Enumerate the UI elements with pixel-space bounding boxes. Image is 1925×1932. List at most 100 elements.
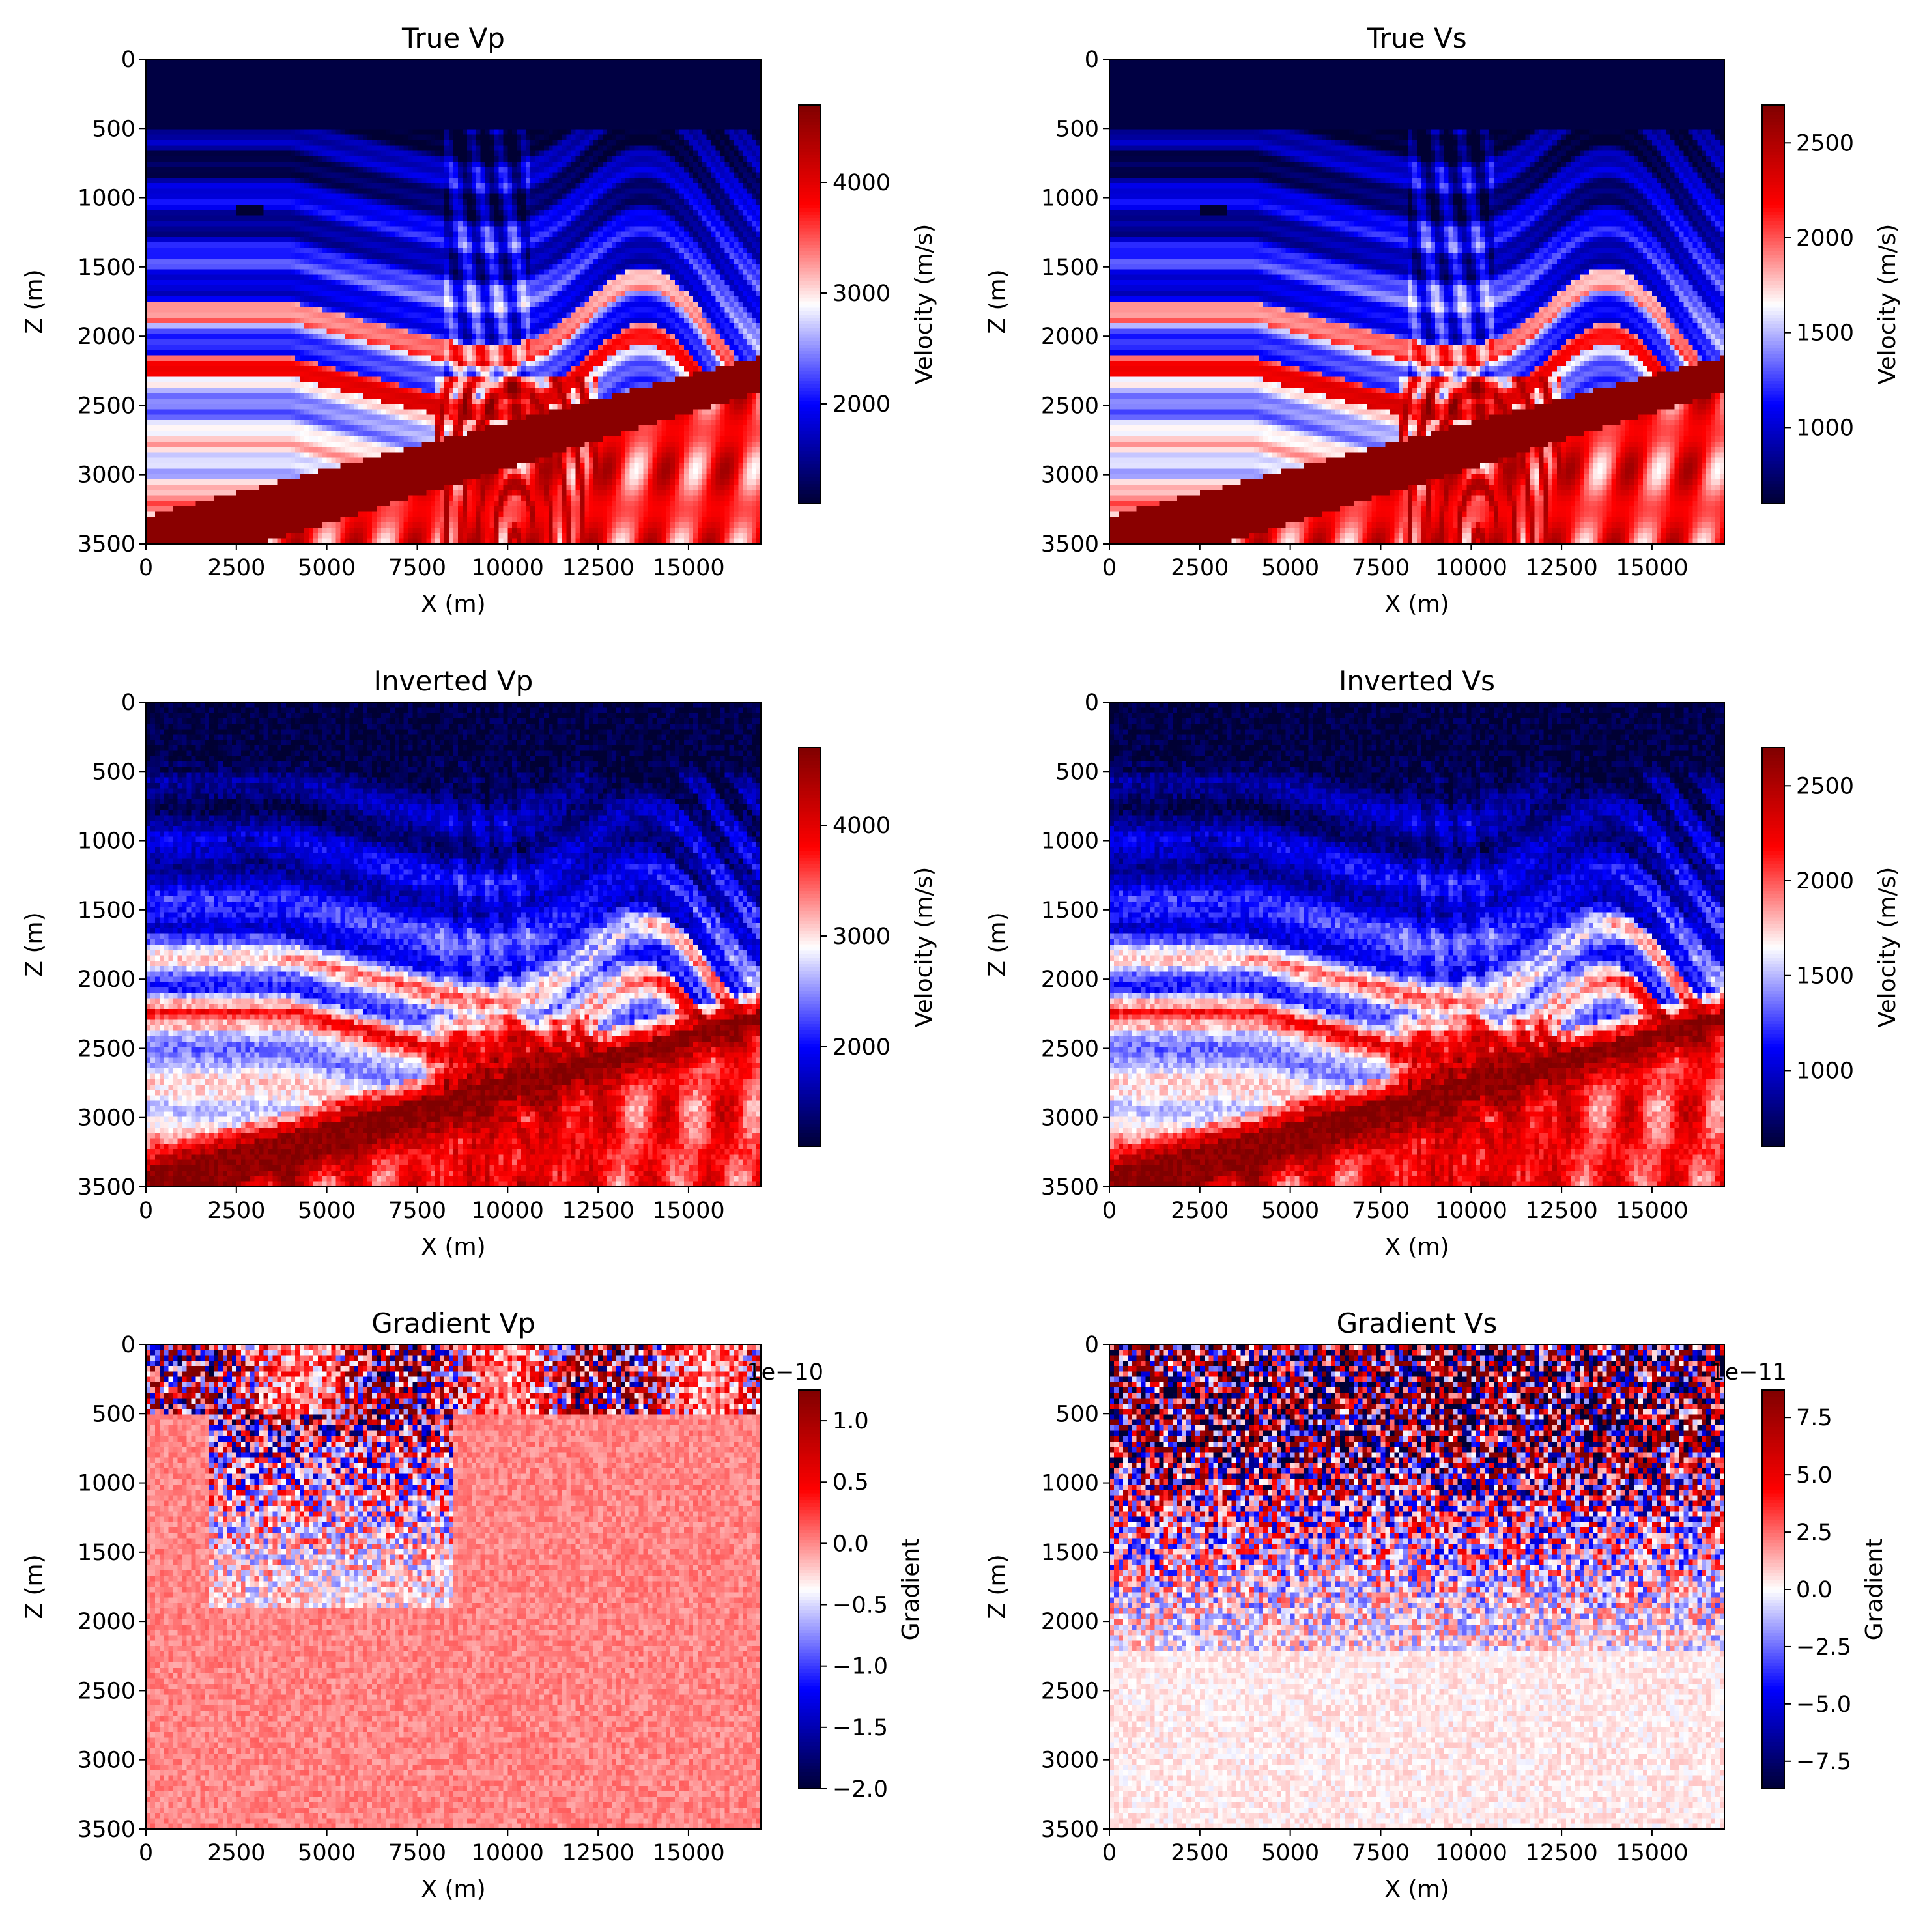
x-axis-label: X (m) xyxy=(1384,1234,1449,1260)
x-tick-label: 10000 xyxy=(1435,555,1507,581)
colorbar-tick-label: 1000 xyxy=(1796,415,1854,441)
colorbar-offset-text: 1e−10 xyxy=(747,1359,823,1385)
x-axis-label: X (m) xyxy=(421,591,485,618)
y-tick-label: 1500 xyxy=(78,898,135,924)
y-tick-label: 0 xyxy=(1085,690,1099,716)
x-tick-label: 0 xyxy=(1102,1840,1117,1866)
colorbar-tick-label: −1.0 xyxy=(833,1654,888,1680)
x-tick-label: 0 xyxy=(139,555,153,581)
panel-2: Inverted Vp0 2500 5000 7500 10000 12500 15000X… xyxy=(21,665,937,1260)
colorbar-label: Gradient xyxy=(898,1539,924,1641)
colorbar-tick-label: 2500 xyxy=(1796,773,1854,799)
x-tick-label: 12500 xyxy=(562,1840,634,1866)
y-tick-label: 0 xyxy=(121,47,135,73)
colorbar-tick-label: −5.0 xyxy=(1796,1692,1851,1718)
x-tick-label: 5000 xyxy=(1261,1840,1319,1866)
y-axis-label: Z (m) xyxy=(21,912,48,976)
heatmap-image xyxy=(1109,702,1725,1187)
heatmap-image xyxy=(146,702,762,1187)
y-tick-label: 2000 xyxy=(1041,967,1099,993)
panel-title: Gradient Vs xyxy=(1337,1307,1498,1339)
x-axis-label: X (m) xyxy=(421,1234,485,1260)
x-tick-label: 10000 xyxy=(472,1198,544,1224)
y-tick-label: 2500 xyxy=(78,1678,135,1704)
x-tick-label: 15000 xyxy=(1616,1840,1688,1866)
x-tick-label: 2500 xyxy=(1171,1198,1229,1224)
x-tick-label: 10000 xyxy=(472,1840,544,1866)
y-tick-label: 1500 xyxy=(1041,255,1099,281)
x-tick-label: 10000 xyxy=(1435,1198,1507,1224)
x-tick-label: 2500 xyxy=(207,1840,265,1866)
colorbar-tick-label: 0.0 xyxy=(1796,1577,1832,1603)
colorbar-label: Velocity (m/s) xyxy=(1874,224,1901,385)
colorbar-tick-label: 4000 xyxy=(833,170,891,196)
colorbar-tick-label: 2000 xyxy=(1796,868,1854,894)
x-tick-label: 7500 xyxy=(388,1198,446,1224)
x-tick-label: 0 xyxy=(1102,555,1117,581)
colorbar-tick-label: 2.5 xyxy=(1796,1520,1832,1546)
colorbar-tick-label: 4000 xyxy=(833,813,891,839)
colorbar-tick-label: 1.0 xyxy=(833,1408,869,1434)
y-tick-label: 500 xyxy=(1055,759,1099,785)
panel-title: Gradient Vp xyxy=(371,1307,535,1339)
x-tick-label: 2500 xyxy=(1171,1840,1229,1866)
y-tick-label: 3000 xyxy=(78,1748,135,1774)
y-tick-label: 1500 xyxy=(78,255,135,281)
x-tick-label: 7500 xyxy=(388,1840,446,1866)
colorbar-tick-label: −2.0 xyxy=(833,1776,888,1802)
colorbar-tick-label: 3000 xyxy=(833,281,891,307)
x-tick-label: 7500 xyxy=(1352,1198,1410,1224)
x-tick-label: 15000 xyxy=(1616,555,1688,581)
y-tick-label: 2000 xyxy=(78,324,135,350)
x-tick-label: 5000 xyxy=(1261,1198,1319,1224)
x-axis-label: X (m) xyxy=(1384,591,1449,618)
y-tick-label: 1500 xyxy=(1041,1540,1099,1566)
y-tick-label: 2000 xyxy=(1041,324,1099,350)
colorbar-tick-label: 0.0 xyxy=(833,1531,869,1557)
y-tick-label: 3000 xyxy=(1041,1105,1099,1131)
x-axis-label: X (m) xyxy=(1384,1876,1449,1903)
y-tick-label: 3000 xyxy=(1041,462,1099,489)
y-axis-label: Z (m) xyxy=(984,912,1011,976)
x-tick-label: 12500 xyxy=(1525,1198,1597,1224)
panel-title: Inverted Vs xyxy=(1339,665,1495,697)
panel-4: Gradient Vp0 2500 5000 7500 10000 12500 15000X… xyxy=(21,1307,924,1903)
x-tick-label: 15000 xyxy=(652,1840,724,1866)
y-tick-label: 3500 xyxy=(78,532,135,558)
heatmap-image xyxy=(1109,1344,1725,1830)
y-tick-label: 2500 xyxy=(78,393,135,419)
y-axis-label: Z (m) xyxy=(984,269,1011,334)
colorbar-tick-label: 5.0 xyxy=(1796,1462,1832,1488)
colorbar xyxy=(1762,748,1784,1147)
colorbar-tick-label: −2.5 xyxy=(1796,1634,1851,1660)
colorbar-offset-text: 1e−11 xyxy=(1710,1359,1787,1385)
y-axis-label: Z (m) xyxy=(21,1554,48,1619)
y-tick-label: 0 xyxy=(1085,1332,1099,1358)
colorbar-tick-label: 2000 xyxy=(1796,225,1854,251)
colorbar-tick-label: 2500 xyxy=(1796,130,1854,156)
panel-title: True Vs xyxy=(1366,22,1466,54)
x-tick-label: 7500 xyxy=(1352,555,1410,581)
colorbar xyxy=(799,1390,821,1789)
x-tick-label: 12500 xyxy=(562,555,634,581)
y-tick-label: 1500 xyxy=(78,1540,135,1566)
y-tick-label: 3500 xyxy=(1041,1174,1099,1200)
colorbar-tick-label: 1500 xyxy=(1796,963,1854,989)
y-tick-label: 0 xyxy=(1085,47,1099,73)
x-tick-label: 12500 xyxy=(1525,555,1597,581)
y-tick-label: 500 xyxy=(92,116,135,142)
y-axis-label: Z (m) xyxy=(21,269,48,334)
panel-3: Inverted Vs0 2500 5000 7500 10000 12500 15000X… xyxy=(984,665,1901,1260)
y-tick-label: 2000 xyxy=(78,1609,135,1635)
y-tick-label: 3500 xyxy=(78,1174,135,1200)
colorbar xyxy=(1762,105,1784,504)
colorbar-label: Velocity (m/s) xyxy=(1874,867,1901,1028)
colorbar xyxy=(799,105,821,504)
y-tick-label: 1000 xyxy=(1041,186,1099,212)
y-tick-label: 2000 xyxy=(1041,1609,1099,1635)
x-axis-label: X (m) xyxy=(421,1876,485,1903)
y-tick-label: 2500 xyxy=(1041,393,1099,419)
panel-title: Inverted Vp xyxy=(374,665,534,697)
